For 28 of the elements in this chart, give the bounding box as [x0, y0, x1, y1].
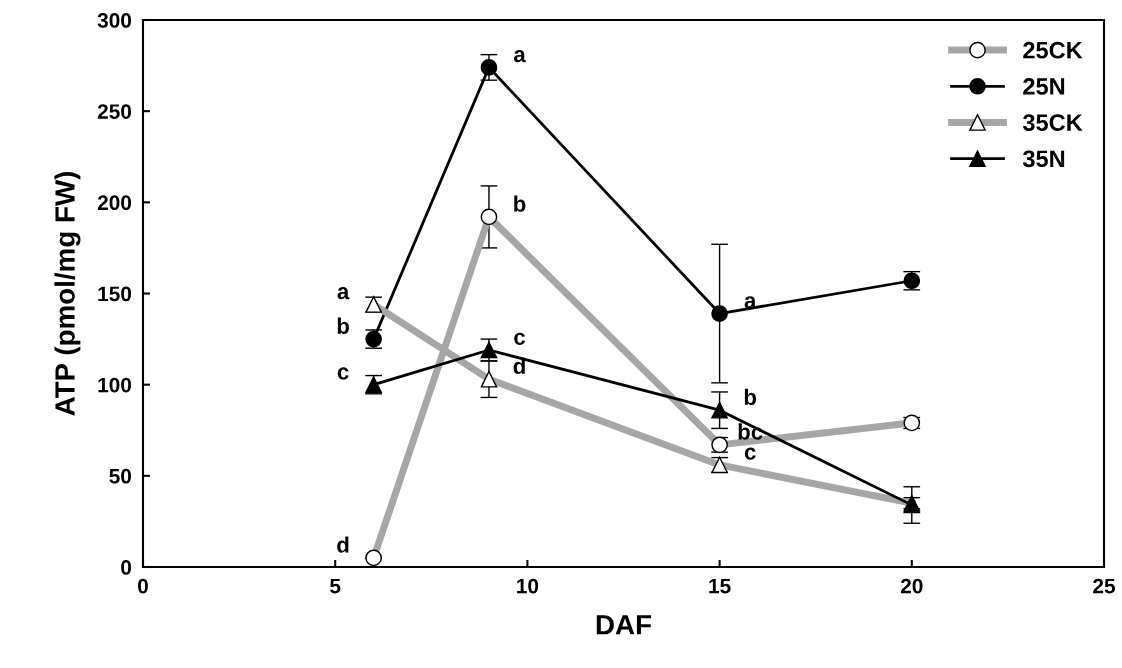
- x-tick-label: 25: [1093, 578, 1116, 594]
- legend-label: 35CK: [1022, 114, 1083, 131]
- annotation: a: [513, 50, 526, 63]
- y-axis-title: ATP (pmol/mg FW): [54, 171, 81, 416]
- y-tick-label: 250: [97, 104, 132, 119]
- y-tick-label: 100: [98, 377, 132, 393]
- x-tick-label: 5: [330, 578, 341, 594]
- x-axis-title: DAF: [596, 615, 652, 635]
- legend-label: 25N: [1023, 78, 1065, 95]
- annotation: c: [337, 367, 349, 380]
- annotation: b: [744, 388, 757, 406]
- x-tick-label: 20: [900, 578, 923, 594]
- annotation: d: [337, 536, 349, 553]
- y-tick-label: 150: [98, 286, 132, 302]
- y-tick-label: 300: [97, 13, 132, 28]
- annotation: b: [337, 317, 349, 334]
- x-tick-label: 15: [709, 578, 731, 594]
- legend-label: 25CK: [1023, 41, 1083, 59]
- y-tick-label: 0: [121, 560, 132, 575]
- x-tick-label: 10: [517, 578, 539, 594]
- annotation: c: [514, 332, 526, 345]
- annotation: a: [337, 287, 350, 300]
- annotation: c: [744, 447, 756, 460]
- y-tick-label: 200: [97, 195, 132, 211]
- y-tick-label: 50: [109, 468, 132, 484]
- x-tick-label: 0: [138, 578, 148, 594]
- annotation: b: [514, 195, 526, 212]
- legend-label: 35N: [1022, 150, 1065, 168]
